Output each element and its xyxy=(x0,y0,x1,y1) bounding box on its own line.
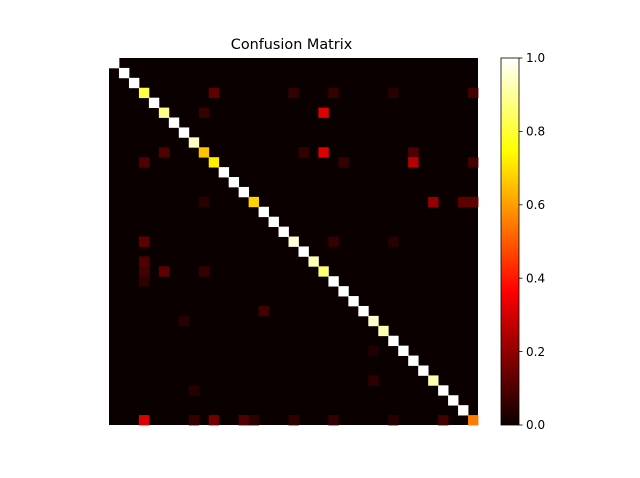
heatmap-cell-off-diagonal xyxy=(158,147,170,158)
heatmap-cell-diagonal xyxy=(268,216,279,228)
colorbar-tick-label: 0.4 xyxy=(526,271,545,285)
heatmap-cell-off-diagonal xyxy=(248,415,259,426)
heatmap-cell-diagonal xyxy=(178,127,190,138)
heatmap-cell-off-diagonal xyxy=(368,345,379,356)
heatmap-cell-diagonal xyxy=(288,236,299,247)
heatmap-cell-off-diagonal xyxy=(438,415,449,426)
heatmap-cell-off-diagonal xyxy=(188,415,200,426)
heatmap-cell-off-diagonal xyxy=(318,147,329,158)
heatmap-cell-diagonal xyxy=(318,266,329,277)
colorbar-tick-label: 0.2 xyxy=(526,345,545,359)
colorbar-tick-label: 1.0 xyxy=(526,51,545,65)
heatmap-cell-diagonal xyxy=(428,375,439,386)
heatmap-cell-off-diagonal xyxy=(328,87,339,99)
heatmap-cell-diagonal xyxy=(188,137,200,148)
colorbar-tick-label: 0.8 xyxy=(526,125,545,139)
heatmap-cell-off-diagonal xyxy=(328,236,339,247)
heatmap-plot xyxy=(109,58,479,426)
heatmap-cell-off-diagonal xyxy=(428,196,439,208)
heatmap-cell-diagonal xyxy=(158,107,170,118)
heatmap-cell-off-diagonal xyxy=(198,266,210,277)
heatmap-cell-off-diagonal xyxy=(288,87,299,99)
heatmap-cell-off-diagonal xyxy=(388,415,399,426)
heatmap-cell-off-diagonal xyxy=(408,157,419,168)
heatmap-cell-diagonal xyxy=(208,157,220,168)
heatmap-cell-off-diagonal xyxy=(138,266,150,277)
heatmap-cell-off-diagonal xyxy=(298,147,309,158)
heatmap-cell-off-diagonal xyxy=(258,305,269,317)
heatmap-cell-diagonal xyxy=(418,365,429,376)
heatmap-cell-off-diagonal xyxy=(388,87,399,99)
heatmap-cell-off-diagonal xyxy=(178,315,190,327)
heatmap-cell-off-diagonal xyxy=(458,196,469,208)
heatmap-cell-off-diagonal xyxy=(288,415,299,426)
heatmap-cell-diagonal xyxy=(168,117,180,128)
heatmap-cell-diagonal xyxy=(368,315,379,327)
heatmap-cell-diagonal xyxy=(308,256,319,267)
heatmap-cell-diagonal xyxy=(468,415,479,426)
heatmap-cell-off-diagonal xyxy=(238,415,250,426)
colorbar-tick-label: 0.6 xyxy=(526,198,545,212)
heatmap-cell-off-diagonal xyxy=(208,415,220,426)
heatmap-cell-diagonal xyxy=(408,355,419,366)
colorbar-gradient xyxy=(501,58,519,425)
heatmap-cell-off-diagonal xyxy=(198,107,210,118)
heatmap-cell-off-diagonal xyxy=(138,256,150,267)
heatmap-cell-diagonal xyxy=(298,246,309,257)
heatmap-cell-diagonal xyxy=(118,67,130,79)
heatmap-cell-off-diagonal xyxy=(198,196,210,208)
heatmap-cell-diagonal xyxy=(109,58,120,69)
heatmap-cells xyxy=(109,58,479,426)
heatmap-cell-diagonal xyxy=(328,276,339,287)
heatmap-cell-diagonal xyxy=(148,97,160,108)
heatmap-cell-off-diagonal xyxy=(328,415,339,426)
heatmap-cell-diagonal xyxy=(278,226,289,237)
heatmap-cell-diagonal xyxy=(228,177,240,188)
heatmap-cell-diagonal xyxy=(358,305,369,317)
heatmap-cell-off-diagonal xyxy=(408,147,419,158)
heatmap-cell-diagonal xyxy=(218,167,230,178)
heatmap-cell-diagonal xyxy=(458,405,469,416)
heatmap-cell-off-diagonal xyxy=(138,276,150,287)
colorbar-frame xyxy=(500,57,520,426)
heatmap-cell-diagonal xyxy=(438,385,449,396)
heatmap-cell-off-diagonal xyxy=(138,415,150,426)
heatmap-cell-off-diagonal xyxy=(388,236,399,247)
heatmap-cell-diagonal xyxy=(138,87,150,99)
heatmap-cell-off-diagonal xyxy=(138,236,150,247)
heatmap-cell-off-diagonal xyxy=(138,157,150,168)
heatmap-cell-off-diagonal xyxy=(338,157,349,168)
heatmap-cell-off-diagonal xyxy=(188,385,200,396)
heatmap-cell-off-diagonal xyxy=(318,107,329,118)
heatmap-cell-off-diagonal xyxy=(468,157,479,168)
colorbar-tick-label: 0.0 xyxy=(526,418,545,432)
colorbar-ticks: 0.0 0.2 0.4 0.6 0.8 1.0 xyxy=(519,51,545,432)
heatmap-cell-diagonal xyxy=(198,147,210,158)
heatmap-cell-off-diagonal xyxy=(208,87,220,99)
heatmap-cell-off-diagonal xyxy=(158,266,170,277)
heatmap-cell-diagonal xyxy=(348,296,359,307)
heatmap-cell-diagonal xyxy=(448,395,459,406)
heatmap-cell-diagonal xyxy=(338,286,349,297)
heatmap-cell-diagonal xyxy=(398,345,409,356)
heatmap-cell-diagonal xyxy=(248,196,259,208)
heatmap-cell-diagonal xyxy=(258,206,269,218)
colorbar: 0.0 0.2 0.4 0.6 0.8 1.0 xyxy=(500,51,545,432)
heatmap-cell-off-diagonal xyxy=(468,87,479,99)
heatmap-cell-diagonal xyxy=(238,186,250,198)
heatmap-cell-diagonal xyxy=(388,335,399,347)
heatmap-cell-diagonal xyxy=(378,325,389,337)
heatmap-cell-off-diagonal xyxy=(368,375,379,386)
heatmap-cell-off-diagonal xyxy=(468,196,479,208)
chart-title: Confusion Matrix xyxy=(231,37,353,53)
heatmap-cell-diagonal xyxy=(128,77,140,89)
